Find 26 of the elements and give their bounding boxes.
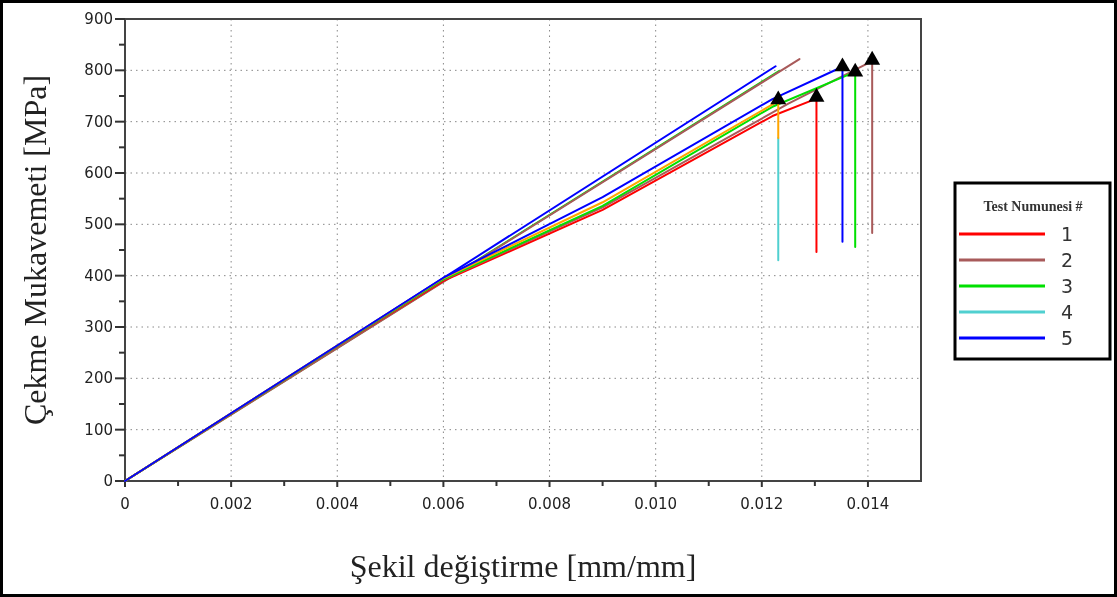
y-tick-label: 600 [84,164,113,182]
y-tick-label: 400 [84,266,113,285]
y-tick-label: 700 [84,112,113,131]
y-tick-label: 900 [84,10,113,28]
y-tick-label: 0 [103,472,113,490]
x-tick-label: 0.014 [846,495,890,513]
legend-label: 3 [1060,275,1074,297]
y-tick-label: 800 [84,61,113,80]
x-tick-label: 0.008 [528,495,572,513]
x-tick-label: 0.010 [634,495,678,513]
legend-label: 5 [1060,327,1074,349]
y-axis-title: Çekme Mukavemeti [MPa] [17,74,53,426]
y-tick-label: 100 [84,420,113,439]
legend-label: 1 [1060,223,1074,245]
y-tick-label: 200 [84,369,113,388]
x-tick-label: 0.012 [740,495,784,513]
legend-title: Test Numunesi # [983,199,1083,214]
y-tick-label: 500 [84,215,113,234]
x-tick-label: 0.006 [421,495,465,513]
x-tick-label: 0 [120,495,130,513]
x-tick-label: 0.002 [209,495,253,513]
x-tick-label: 0.004 [315,495,359,513]
x-axis-title: Şekil değiştirme [mm/mm] [349,548,697,584]
y-tick-label: 300 [84,318,113,336]
legend-label: 2 [1060,249,1074,271]
legend-label: 4 [1060,301,1074,323]
